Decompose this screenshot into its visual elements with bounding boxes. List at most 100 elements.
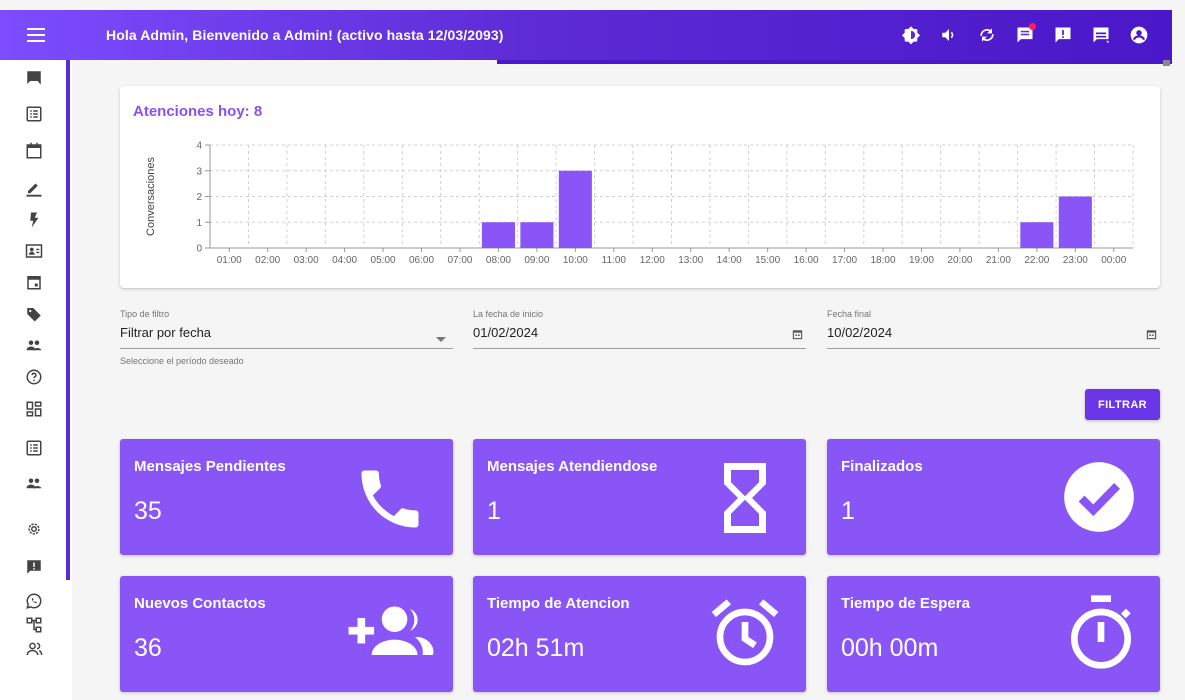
y-tick-label: 2 [196,192,202,203]
stat-card-wait-time: Tiempo de Espera 00h 00m [827,576,1160,692]
x-tick-label: 20:00 [947,255,972,266]
x-tick-label: 08:00 [486,255,511,266]
alarm-icon [711,599,779,666]
brightness-button[interactable] [892,16,930,54]
x-tick-label: 22:00 [1024,255,1049,266]
filter-type-label: Tipo de filtro [120,309,170,319]
sidebar-item-tags[interactable] [23,303,45,325]
chart-bar [1020,222,1054,248]
start-date-field[interactable]: La fecha de inicio 01/02/2024 [473,309,806,349]
stat-label: Nuevos Contactos [134,595,266,612]
sidebar-item-help[interactable] [23,366,45,388]
filter-type-underline [120,348,453,349]
sidebar-item-people[interactable] [23,334,45,356]
sync-icon [980,28,994,42]
sidebar-item-calendar[interactable] [23,140,45,162]
chart-bar [1058,196,1092,248]
filter-type-value: Filtrar por fecha [120,325,212,340]
chart-bar [520,222,554,248]
end-date-field[interactable]: Fecha final 10/02/2024 [827,309,1160,349]
sidebar-item-tree[interactable] [23,614,45,636]
chevron-down-icon [436,337,446,342]
chat-icon [1093,27,1109,44]
welcome-message: Hola Admin, Bienvenido a Admin! (activo … [106,27,504,43]
sidebar-item-groups[interactable] [23,472,45,494]
filter-button[interactable]: FILTRAR [1085,389,1160,420]
tree-icon [26,617,42,633]
volume-button[interactable] [930,16,968,54]
menu-icon [27,28,45,42]
start-date-label: La fecha de inicio [473,309,544,319]
sidebar-item-feedback[interactable] [23,556,45,578]
message-icon [1017,27,1033,43]
y-tick-label: 4 [196,141,202,152]
sidebar-item-dashboard[interactable] [23,398,45,420]
stat-card-attention-time: Tiempo de Atencion 02h 51m [473,576,806,692]
x-tick-label: 05:00 [371,255,396,266]
x-tick-label: 15:00 [755,255,780,266]
list-icon [26,106,42,122]
chart-title: Atenciones hoy: 8 [133,103,263,120]
stat-label: Tiempo de Espera [841,595,970,612]
sidebar-item-edit[interactable] [23,177,45,199]
sidebar-item-list[interactable] [23,103,45,125]
sidebar-item-whatsapp[interactable] [23,590,45,612]
x-tick-label: 01:00 [217,255,242,266]
sidebar-item-chat[interactable] [23,67,45,89]
whatsapp-icon [26,593,42,609]
attention-chart-card: Atenciones hoy: 8 0 1 2 3 4 Conversaciones 01:… [120,86,1160,288]
check-circle-icon [1064,462,1134,532]
x-tick-label: 03:00 [294,255,319,266]
sync-button[interactable] [968,16,1006,54]
y-tick-label: 0 [196,244,202,255]
attention-bar-chart: 0 1 2 3 4 Conversaciones 01:00 02:00 03:00 04:00 0… [145,141,1134,266]
x-tick-label: 14:00 [717,255,742,266]
x-tick-label: 10:00 [563,255,588,266]
chat-button[interactable] [1082,16,1120,54]
x-tick-label: 07:00 [447,255,472,266]
y-tick-label: 1 [196,218,202,229]
account-button[interactable] [1120,16,1158,54]
group-add-icon [348,606,434,655]
x-tick-label: 21:00 [986,255,1011,266]
feedback-icon [27,560,41,574]
top-app-bar: Hola Admin, Bienvenido a Admin! (activo … [0,10,1172,60]
x-tick-label: 11:00 [602,255,627,266]
help-icon [26,369,42,385]
sidebar-item-settings[interactable] [23,518,45,540]
sidebar-item-event[interactable] [23,271,45,293]
sidebar-item-contacts[interactable] [23,240,45,262]
x-tick-label: 12:00 [640,255,665,266]
scrollbar-thumb[interactable] [1163,60,1170,66]
volume-icon [942,29,954,41]
stat-value: 35 [134,497,162,525]
people-icon [26,340,42,351]
chart-bar [481,222,515,248]
calendar-icon [26,142,42,159]
chat-icon [27,71,41,85]
end-date-value: 10/02/2024 [827,325,893,340]
calendar-icon[interactable] [792,329,803,340]
stat-label: Tiempo de Atencion [487,595,630,612]
sidebar-item-flash[interactable] [23,209,45,231]
sidebar-item-users[interactable] [23,638,45,660]
x-tick-label: 23:00 [1063,255,1088,266]
topbar-underline [497,60,1172,64]
filter-type-hint: Seleccione el período deseado [120,356,244,366]
sidebar-item-list-alt[interactable] [23,437,45,459]
timer-icon [1071,595,1131,669]
stat-value: 02h 51m [487,634,585,662]
brightness-icon [901,26,921,45]
stat-label: Mensajes Atendiendose [487,458,658,475]
filter-type-select[interactable]: Tipo de filtro Filtrar por fecha Selecci… [120,309,453,366]
alerts-button[interactable] [1044,16,1082,54]
menu-button[interactable] [0,10,72,60]
calendar-icon[interactable] [1146,329,1157,340]
edit-icon [26,183,42,197]
x-tick-label: 19:00 [909,255,934,266]
alert-icon [1055,27,1071,43]
contact-card-icon [25,244,43,258]
x-tick-label: 06:00 [409,255,434,266]
messages-button[interactable] [1006,16,1044,54]
group-icon [26,478,42,489]
